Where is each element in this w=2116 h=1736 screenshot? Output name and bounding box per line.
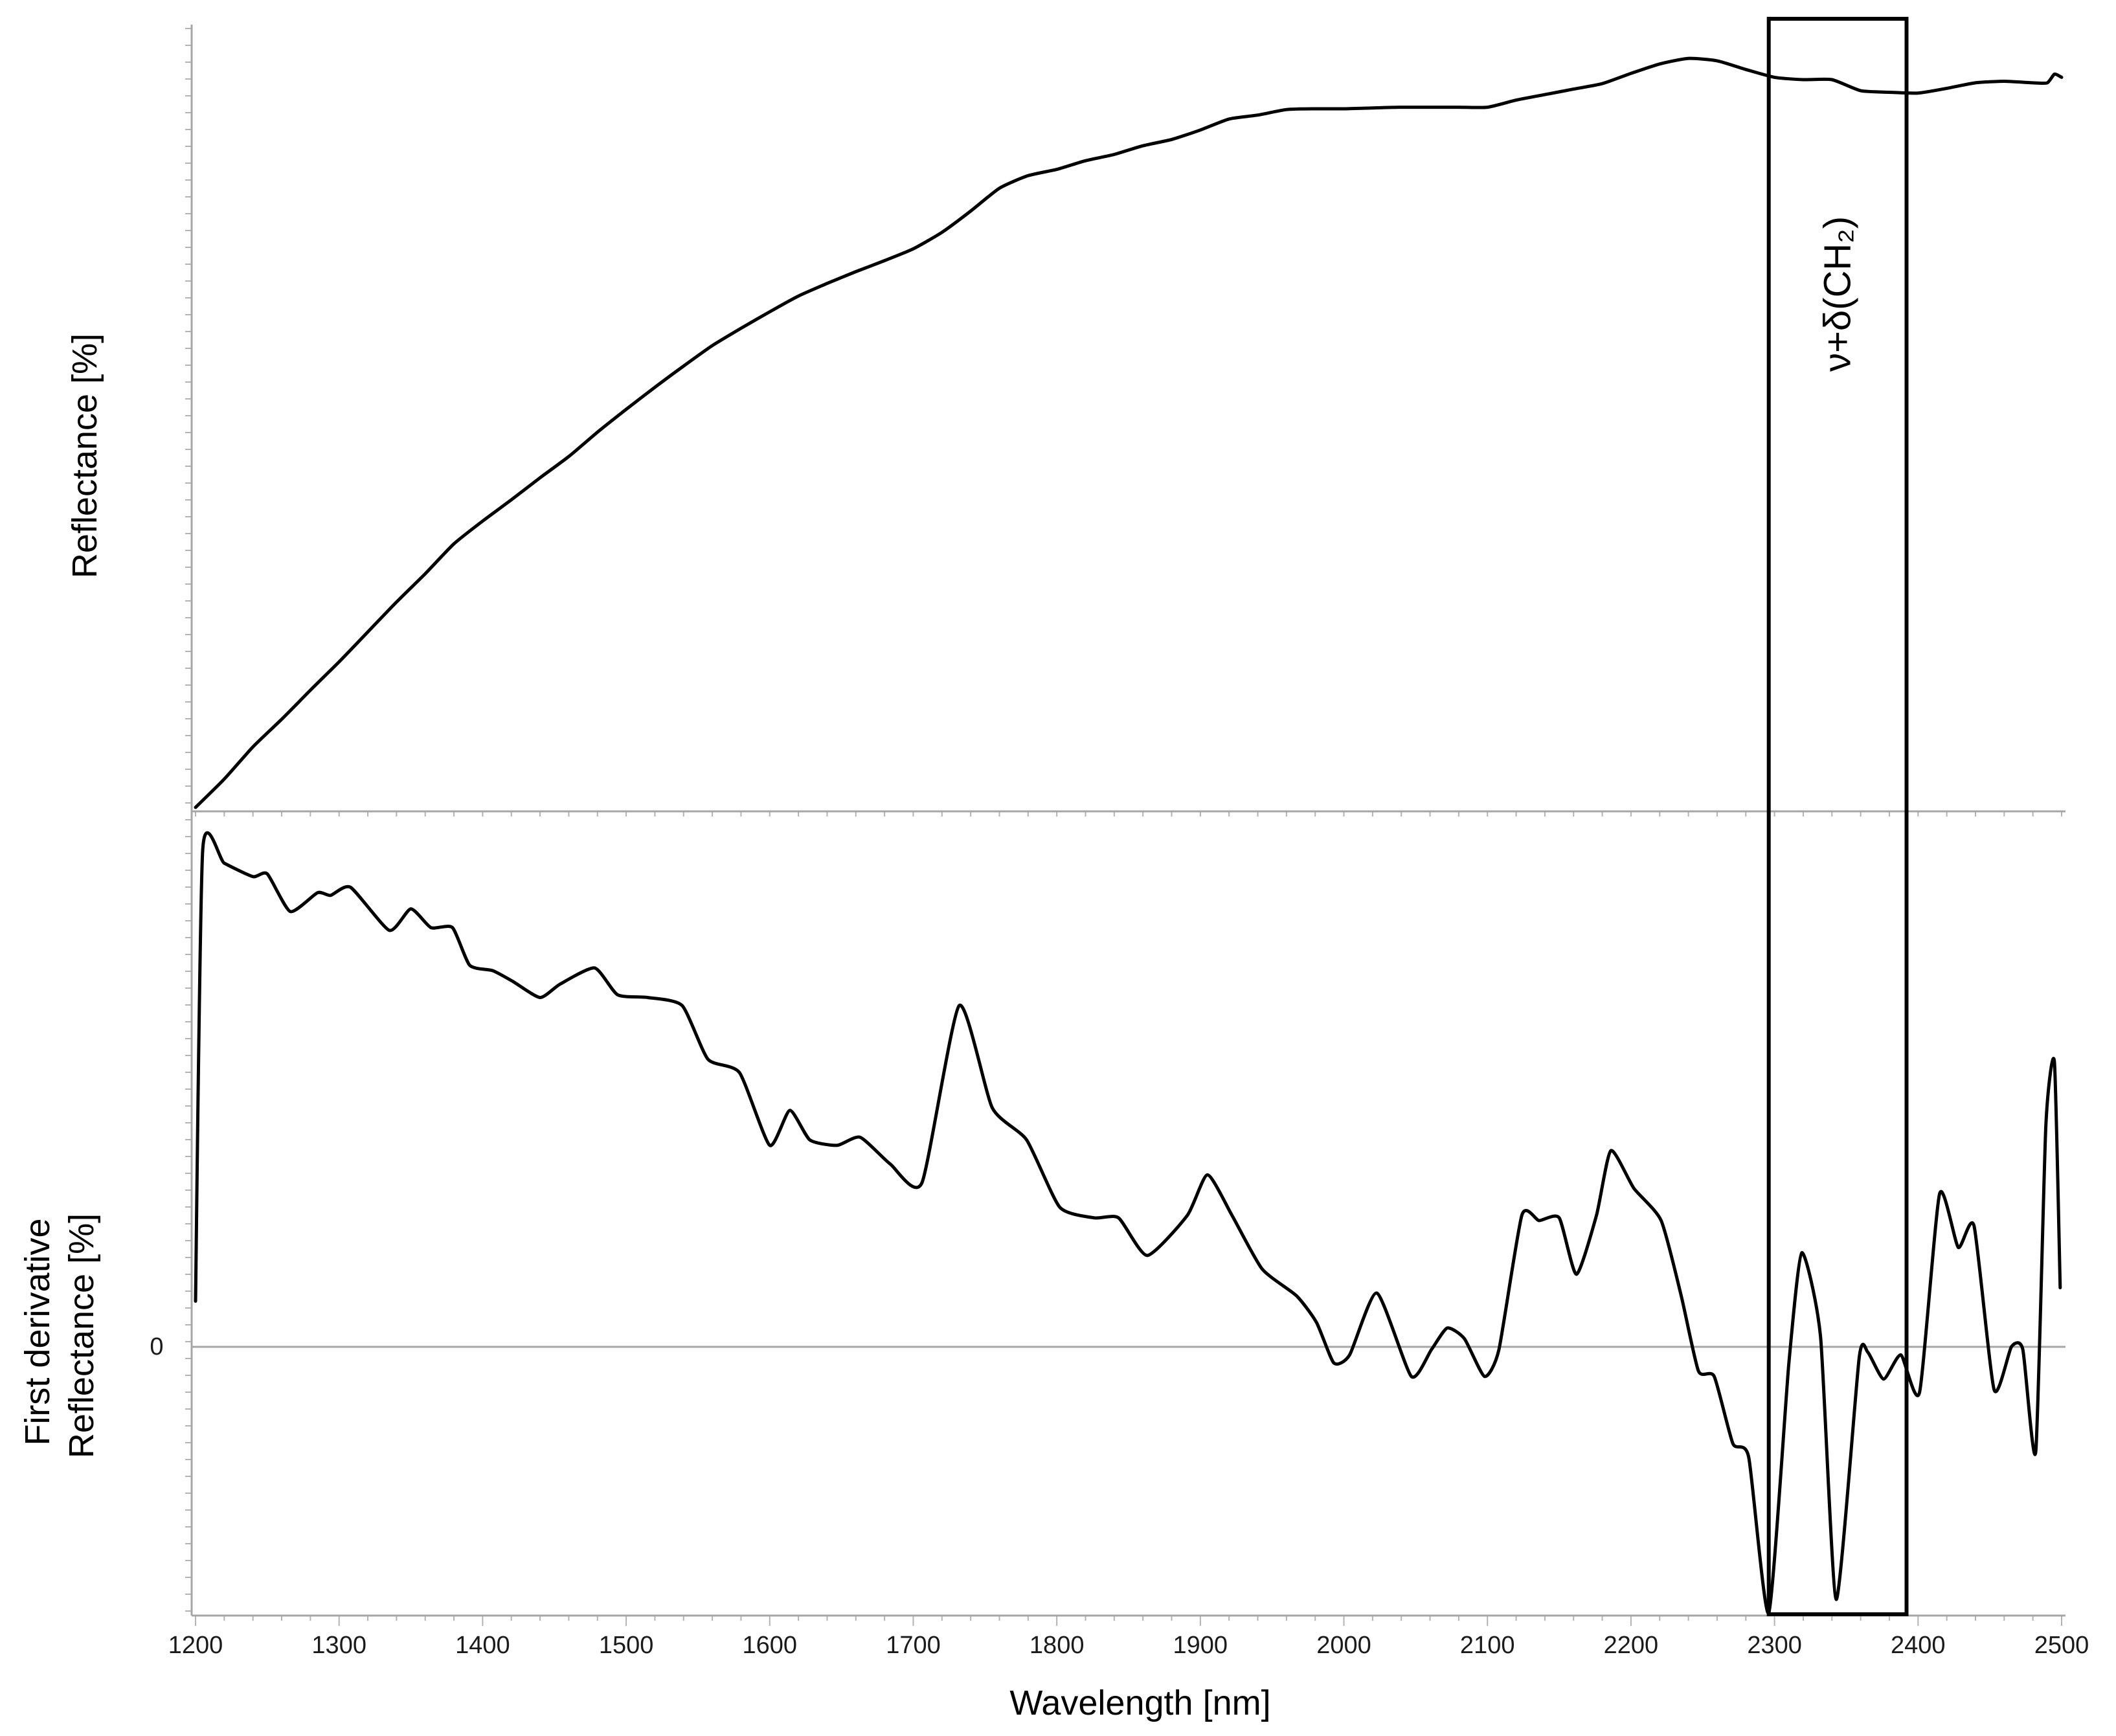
x-tick-label: 2200 [1604, 1632, 1659, 1659]
x-tick-label: 1700 [886, 1632, 941, 1659]
annotation-label: ν+δ(CH₂) [1817, 216, 1859, 372]
first-derivative-line [194, 831, 2062, 1615]
x-tick-label: 1400 [455, 1632, 510, 1659]
x-tick-label: 2400 [1891, 1632, 1946, 1659]
tick-marks [185, 28, 2062, 1626]
x-tick-label: 1900 [1173, 1632, 1228, 1659]
reflectance-line [194, 56, 2064, 809]
x-tick-label: 2500 [2034, 1632, 2089, 1659]
y-axis-label-bottom-line1: First derivative [18, 1218, 57, 1445]
x-tick-label: 1500 [599, 1632, 654, 1659]
y-axis-label-top: Reflectance [%] [65, 333, 104, 578]
x-tick-label: 2300 [1747, 1632, 1802, 1659]
annotation-region-box [1766, 17, 1909, 1616]
x-tick-label: 2100 [1460, 1632, 1515, 1659]
y-axis-label-bottom-line2: Reflectance [%] [62, 1213, 101, 1458]
x-tick-label: 1800 [1030, 1632, 1085, 1659]
x-tick-labels: 1200 1300 1400 1500 1600 1700 1800 1900 2000 2100… [168, 1632, 2089, 1659]
x-tick-label: 1300 [311, 1632, 366, 1659]
axes [190, 25, 2065, 1617]
x-tick-label: 2000 [1316, 1632, 1371, 1659]
x-tick-label: 1600 [743, 1632, 798, 1659]
x-axis-label: Wavelength [nm] [1009, 1684, 1270, 1722]
x-tick-label: 1200 [168, 1632, 223, 1659]
y-tick-label-zero: 0 [150, 1333, 163, 1360]
